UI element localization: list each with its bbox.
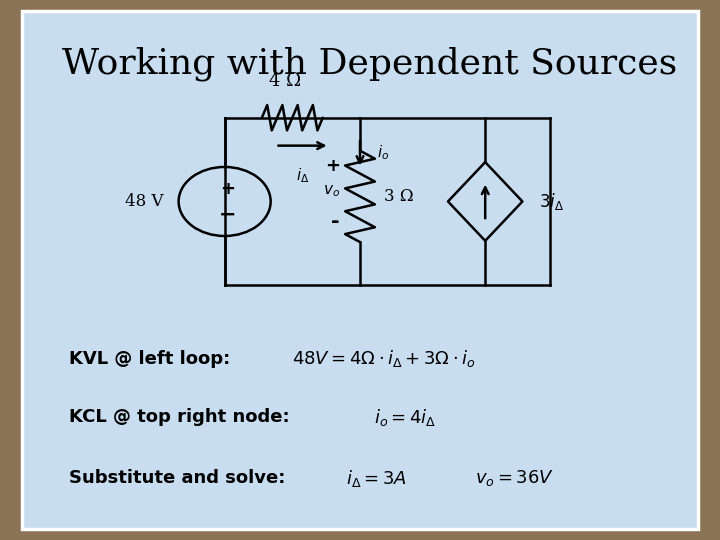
Text: $i_{\Delta} = 3A$: $i_{\Delta} = 3A$ [346,468,408,489]
Text: Working with Dependent Sources: Working with Dependent Sources [62,46,678,81]
Text: $3i_\Delta$: $3i_\Delta$ [539,191,564,212]
Text: 3 Ω: 3 Ω [384,188,413,205]
Text: +: + [325,157,340,175]
Text: $i_{o} = 4i_{\Delta}$: $i_{o} = 4i_{\Delta}$ [374,407,436,428]
Text: $i_o$: $i_o$ [377,143,390,162]
Text: KCL @ top right node:: KCL @ top right node: [69,408,289,426]
Text: $48V = 4\Omega \cdot i_{\Delta} + 3\Omega \cdot i_{o}$: $48V = 4\Omega \cdot i_{\Delta} + 3\Omeg… [292,348,476,369]
Text: Substitute and solve:: Substitute and solve: [69,469,285,487]
Text: $v_o$: $v_o$ [323,184,340,199]
Text: $i_\Delta$: $i_\Delta$ [296,166,309,185]
Text: 4 Ω: 4 Ω [269,72,302,90]
Text: 48 V: 48 V [125,193,163,210]
Text: −: − [219,204,236,224]
Text: -: - [331,212,340,232]
Text: $v_{o} = 36V$: $v_{o} = 36V$ [475,468,554,488]
Text: KVL @ left loop:: KVL @ left loop: [69,350,230,368]
Text: +: + [220,180,235,198]
